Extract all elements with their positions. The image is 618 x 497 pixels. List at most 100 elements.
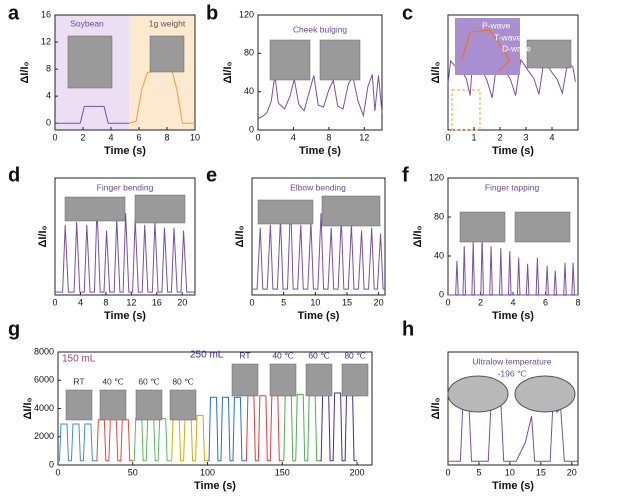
x-tick-label: 4	[78, 297, 83, 307]
x-tick-label: 12	[126, 297, 136, 307]
x-tick-label: 10	[505, 467, 515, 477]
x-axis-label: Time (s)	[298, 310, 340, 322]
annotation: Elbow bending	[290, 182, 346, 192]
x-tick-label: 12	[359, 132, 369, 142]
data-line	[95, 419, 133, 462]
photos	[64, 18, 576, 421]
x-tick-label: 0	[255, 132, 260, 142]
x-axis-label: Time (s)	[492, 145, 534, 157]
panel: 0 4 8 12 16 20 Time (s) ΔI/I₀ d	[8, 164, 196, 322]
photo	[514, 375, 576, 413]
y-tick-label: 0	[439, 289, 444, 299]
photo	[135, 389, 163, 421]
annotation: RT	[239, 350, 250, 360]
photo	[134, 194, 186, 224]
data-line	[282, 393, 320, 462]
panel-letter: e	[206, 164, 217, 186]
x-tick-label: 200	[350, 467, 365, 477]
y-tick-label: 6000	[34, 375, 54, 385]
x-tick-label: 4	[549, 132, 554, 142]
x-axis-label: Time (s)	[104, 145, 146, 157]
x-tick-label: 0	[52, 297, 57, 307]
y-axis-label: ΔI/I₀	[234, 225, 246, 247]
y-axis-label: ΔI/I₀	[430, 397, 442, 419]
photo	[149, 35, 185, 73]
annotation: 1g weight	[149, 18, 186, 28]
data-line	[170, 415, 208, 462]
panel: 0 5 10 15 20 Time (s) ΔI/I₀ h	[402, 318, 579, 492]
x-tick-label: 4	[108, 132, 113, 142]
y-axis-label: ΔI/I₀	[430, 61, 442, 83]
x-tick-label: 6	[136, 132, 141, 142]
annotation: Finger tapping	[485, 182, 540, 192]
photo	[231, 363, 259, 397]
photo	[64, 196, 126, 222]
y-axis-label: ΔI/I₀	[222, 61, 234, 83]
panel-letter: g	[8, 318, 20, 340]
x-tick-label: 2	[497, 132, 502, 142]
photo	[67, 35, 113, 89]
panel-letter: h	[402, 318, 414, 340]
y-tick-label: 0	[49, 459, 54, 469]
annotation: 150 mL	[62, 354, 96, 365]
plot-frame	[447, 351, 579, 466]
x-tick-label: 16	[152, 297, 162, 307]
x-tick-label: 2	[478, 297, 483, 307]
x-tick-label: 50	[128, 467, 138, 477]
y-tick-label: 2000	[34, 431, 54, 441]
photo	[459, 211, 506, 243]
photo	[269, 363, 297, 397]
x-tick-label: 5	[476, 467, 481, 477]
x-axis-label: Time (s)	[492, 310, 534, 322]
annotation: Ultralow temperature	[473, 356, 552, 366]
data-line	[244, 395, 283, 462]
y-tick-label: 80	[244, 48, 254, 58]
annotation: 40 ℃	[102, 376, 124, 386]
x-tick-label: 0	[445, 297, 450, 307]
x-axis-label: Time (s)	[492, 480, 534, 492]
annotation: 40 ℃	[272, 350, 294, 360]
x-tick-label: 20	[177, 297, 187, 307]
x-tick-label: 0	[249, 297, 254, 307]
y-tick-label: 0	[46, 118, 51, 128]
region	[129, 15, 195, 130]
x-tick-label: 4	[291, 132, 296, 142]
data-line	[252, 201, 385, 290]
y-tick-label: 8	[46, 63, 51, 73]
x-tick-label: 15	[342, 297, 352, 307]
x-tick-label: 15	[536, 467, 546, 477]
inset-wave	[461, 29, 511, 73]
x-axis-label: Time (s)	[299, 145, 341, 157]
photo	[526, 39, 572, 69]
y-tick-label: 0	[249, 124, 254, 134]
panel-letter: d	[8, 164, 20, 186]
x-tick-label: 0	[52, 132, 57, 142]
annotation: 250 mL	[190, 350, 224, 361]
data-line	[55, 105, 130, 124]
y-tick-label: 120	[239, 9, 254, 19]
annotation: RT	[73, 376, 84, 386]
y-tick-label: 12	[41, 36, 51, 46]
y-axis-label: ΔI/I₀	[37, 225, 49, 247]
plot-frame	[54, 14, 196, 131]
annotation: D-wave	[502, 43, 531, 53]
x-tick-label: 20	[567, 467, 577, 477]
photo	[305, 363, 333, 397]
y-axis-label: ΔI/I₀	[22, 397, 34, 419]
x-tick-label: 0	[55, 467, 60, 477]
y-tick-label: 16	[41, 9, 51, 19]
y-tick-label: 40	[434, 250, 444, 260]
photo	[341, 363, 369, 397]
annotation: 80 ℃	[344, 350, 366, 360]
photo	[319, 39, 361, 81]
x-tick-label: 8	[326, 132, 331, 142]
x-tick-label: 2	[80, 132, 85, 142]
photo	[99, 389, 127, 421]
annotation: Soybean	[70, 18, 104, 28]
y-tick-label: 8000	[34, 346, 54, 356]
data-line	[132, 417, 171, 462]
annotation: -196 ℃	[498, 368, 527, 378]
x-tick-label: 3	[523, 132, 528, 142]
